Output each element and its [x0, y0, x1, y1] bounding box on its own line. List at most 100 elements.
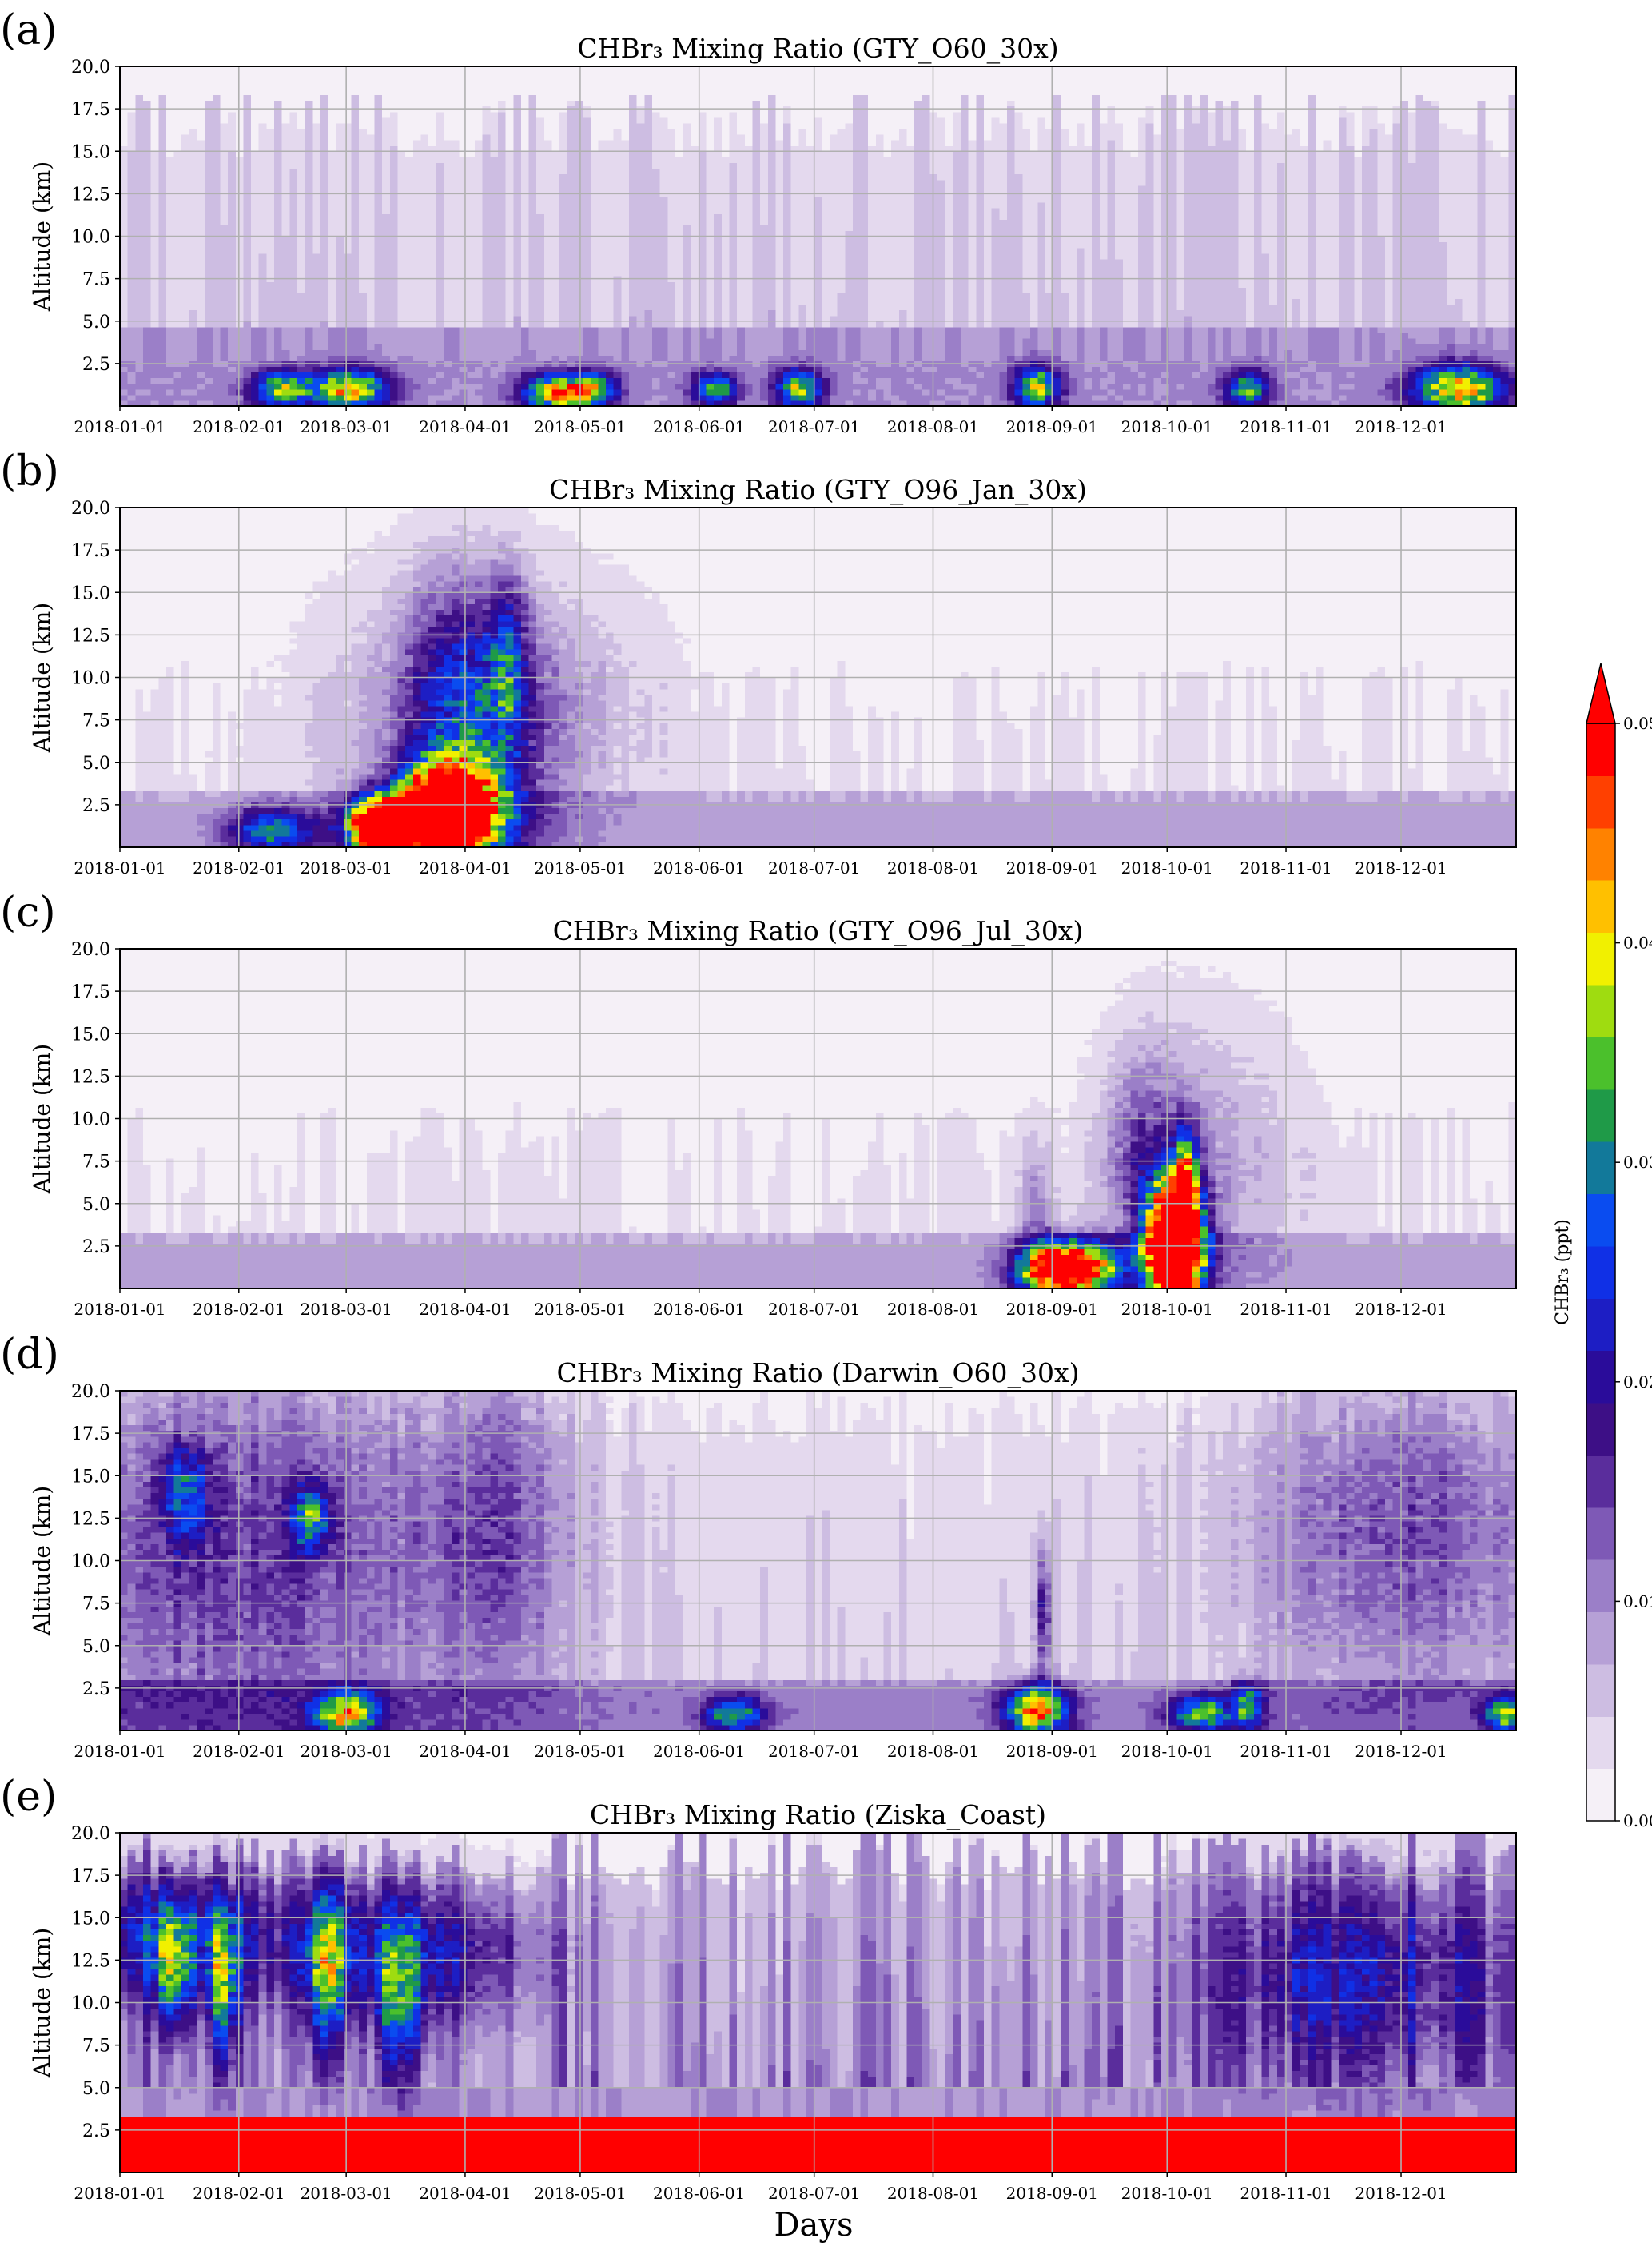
heatmap-cell [128, 123, 136, 129]
heatmap-cell [120, 366, 128, 372]
heatmap-cell [266, 66, 274, 73]
heatmap-cell [243, 180, 251, 186]
heatmap-cell [189, 327, 197, 333]
heatmap-cell [289, 321, 297, 328]
heatmap-cell [197, 117, 205, 124]
heatmap-cell [297, 197, 305, 203]
heatmap-cell [282, 112, 290, 118]
heatmap-cell [158, 287, 166, 293]
heatmap-cell [128, 101, 136, 107]
heatmap-cell [213, 259, 221, 265]
heatmap-cell [297, 162, 305, 169]
heatmap-cell [282, 287, 290, 293]
heatmap-cell [320, 310, 328, 317]
heatmap-cell [189, 151, 197, 157]
heatmap-cell [158, 123, 166, 129]
heatmap-cell [158, 94, 166, 101]
heatmap-cell [158, 384, 166, 390]
heatmap-cell [259, 94, 267, 101]
heatmap-cell [213, 293, 221, 299]
heatmap-cell [236, 174, 244, 181]
heatmap-cell [305, 270, 313, 277]
heatmap-cell [282, 117, 290, 124]
heatmap-cell [166, 89, 174, 95]
heatmap-cell [205, 265, 213, 271]
heatmap-cell [174, 101, 182, 107]
heatmap-cell [189, 101, 197, 107]
heatmap-cell [143, 248, 151, 254]
heatmap-cell [251, 225, 259, 231]
heatmap-cell [181, 202, 189, 209]
heatmap-cell [151, 134, 159, 141]
heatmap-cell [181, 287, 189, 293]
heatmap-cell [274, 293, 282, 299]
heatmap-cell [274, 208, 282, 214]
heatmap-cell [259, 327, 267, 333]
heatmap-cell [151, 157, 159, 163]
heatmap-cell [266, 225, 274, 231]
heatmap-cell [320, 89, 328, 95]
heatmap-cell [151, 123, 159, 129]
heatmap-cell [228, 117, 236, 124]
heatmap-cell [259, 134, 267, 141]
heatmap-cell [166, 372, 174, 379]
heatmap-cell [274, 157, 282, 163]
heatmap-cell [274, 270, 282, 277]
heatmap-cell [320, 287, 328, 293]
heatmap-cell [135, 219, 143, 225]
heatmap-cell [336, 333, 344, 339]
heatmap-cell [205, 344, 213, 350]
heatmap-cell [236, 298, 244, 305]
heatmap-cell [128, 237, 136, 243]
heatmap-cell [320, 293, 328, 299]
heatmap-cell [297, 281, 305, 288]
heatmap-cell [151, 180, 159, 186]
heatmap-cell [151, 117, 159, 124]
heatmap-cell [305, 327, 313, 333]
heatmap-cell [305, 123, 313, 129]
heatmap-cell [120, 89, 128, 95]
heatmap-cell [320, 321, 328, 328]
heatmap-cell [243, 174, 251, 181]
heatmap-cell [166, 83, 174, 90]
heatmap-cell [251, 94, 259, 101]
heatmap-cell [266, 129, 274, 135]
heatmap-cell [228, 321, 236, 328]
heatmap-cell [228, 298, 236, 305]
heatmap-cell [274, 327, 282, 333]
heatmap-cell [120, 185, 128, 192]
heatmap-cell [336, 270, 344, 277]
heatmap-cell [344, 338, 352, 344]
heatmap-cell [220, 349, 228, 356]
heatmap-cell [251, 372, 259, 379]
heatmap-cell [166, 129, 174, 135]
heatmap-cell [251, 162, 259, 169]
heatmap-cell [259, 270, 267, 277]
heatmap-cell [251, 185, 259, 192]
heatmap-cell [151, 395, 159, 401]
heatmap-cell [274, 134, 282, 141]
heatmap-cell [166, 270, 174, 277]
heatmap-cell [181, 344, 189, 350]
heatmap-cell [236, 372, 244, 379]
heatmap-cell [197, 180, 205, 186]
heatmap-cell [174, 134, 182, 141]
heatmap-cell [143, 293, 151, 299]
heatmap-cell [205, 140, 213, 146]
heatmap-cell [143, 305, 151, 311]
heatmap-cell [220, 372, 228, 379]
heatmap-cell [336, 117, 344, 124]
heatmap-cell [181, 321, 189, 328]
heatmap-cell [174, 129, 182, 135]
heatmap-cell [205, 349, 213, 356]
heatmap-cell [228, 134, 236, 141]
heatmap-cell [213, 72, 221, 78]
heatmap-cell [120, 270, 128, 277]
heatmap-cell [336, 78, 344, 84]
heatmap-cell [205, 378, 213, 384]
heatmap-cell [174, 78, 182, 84]
heatmap-cell [320, 389, 328, 396]
heatmap-cell [220, 355, 228, 361]
heatmap-cell [236, 225, 244, 231]
heatmap-cell [328, 72, 336, 78]
